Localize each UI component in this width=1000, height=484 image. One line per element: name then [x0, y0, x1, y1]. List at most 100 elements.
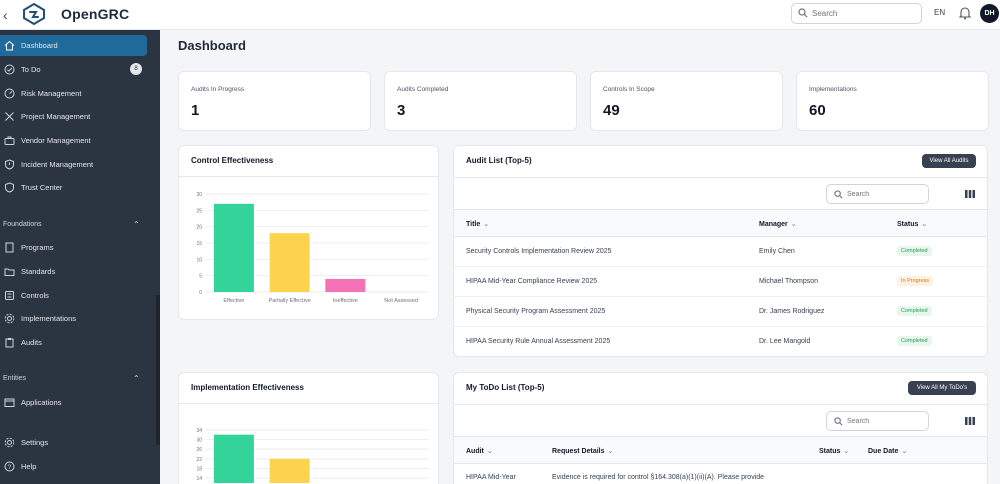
todo-search[interactable] [826, 411, 929, 431]
sidebar-item-controls[interactable]: Controls [0, 285, 150, 306]
sidebar-item-incident-management[interactable]: Incident Management [0, 154, 150, 175]
shield-alert-icon [5, 159, 14, 170]
sidebar-item-applications[interactable]: Applications [0, 392, 150, 413]
chevron-up-icon[interactable]: ⌃ [133, 220, 140, 229]
sidebar-item-programs[interactable]: Programs [0, 237, 150, 258]
sidebar-item-label: Vendor Management [21, 136, 91, 145]
sidebar-item-audits[interactable]: Audits [0, 332, 150, 353]
folder-icon [4, 268, 15, 276]
chevron-down-icon: ⌄ [790, 221, 797, 228]
document-icon [5, 242, 14, 253]
table-row[interactable]: Physical Security Program Assessment 202… [454, 297, 987, 327]
x-tick-label: Not Assessed [384, 298, 418, 304]
global-search[interactable] [791, 3, 922, 24]
bell-icon[interactable] [959, 6, 971, 20]
sidebar-item-todo[interactable]: To Do 8 [0, 59, 150, 80]
divider [454, 404, 987, 405]
columns-icon[interactable] [965, 417, 975, 425]
audit-search-input[interactable] [847, 188, 925, 201]
columns-icon[interactable] [965, 190, 975, 198]
y-tick-label: 20 [196, 225, 202, 231]
window-icon [4, 398, 15, 407]
sidebar-item-trust-center[interactable]: Trust Center [0, 177, 150, 198]
sidebar-item-help[interactable]: ? Help [0, 456, 150, 477]
y-tick-label: 22 [196, 457, 202, 463]
stat-value: 60 [809, 102, 826, 119]
chevron-up-icon[interactable]: ⌃ [133, 374, 140, 383]
sidebar-item-settings[interactable]: Settings [0, 432, 150, 453]
search-icon [834, 417, 843, 426]
check-circle-icon [4, 64, 15, 75]
y-tick-label: 10 [196, 257, 202, 263]
gear-icon [4, 437, 15, 448]
back-icon[interactable]: ‹ [3, 7, 8, 23]
logo-icon [23, 3, 45, 25]
search-icon [834, 190, 843, 199]
table-row[interactable]: HIPAA Mid-Year Evidence is required for … [454, 464, 987, 484]
implementation-effectiveness-chart: 141822263034EffectivePartially Effective [196, 428, 429, 483]
help-icon: ? [4, 461, 15, 472]
shield-icon [5, 182, 14, 193]
chevron-down-icon: ⌄ [483, 221, 490, 228]
audit-manager-cell: Dr. James Rodriguez [759, 308, 825, 315]
stat-value: 1 [191, 102, 200, 119]
todo-count-badge: 8 [130, 63, 142, 75]
stat-card-audits-completed: Audits Completed 3 [384, 71, 577, 131]
y-tick-label: 34 [196, 428, 202, 434]
sidebar-item-implementations[interactable]: Implementations [0, 308, 150, 329]
sidebar-item-label: Dashboard [21, 41, 58, 50]
sidebar-scrollbar[interactable] [156, 295, 160, 445]
sidebar-item-label: Implementations [21, 314, 77, 323]
stat-label: Audits Completed [397, 86, 449, 93]
chart-bar[interactable] [269, 458, 310, 483]
audit-title-cell[interactable]: Security Controls Implementation Review … [466, 248, 612, 255]
sidebar-item-risk-management[interactable]: Risk Management [0, 83, 150, 104]
stat-value: 3 [397, 102, 406, 119]
column-header-request-details[interactable]: Request Details ⌄ [552, 448, 614, 455]
sidebar-item-label: Standards [21, 267, 56, 276]
audit-manager-cell: Emily Chen [759, 248, 795, 255]
todo-search-input[interactable] [847, 415, 925, 428]
avatar[interactable]: DH [980, 4, 999, 23]
chart-bar[interactable] [269, 233, 310, 292]
sidebar-item-dashboard[interactable]: Dashboard [0, 35, 147, 56]
chart-bar[interactable] [213, 434, 254, 483]
todo-details-cell: Evidence is required for control §164.30… [552, 474, 765, 481]
chart-bar[interactable] [325, 278, 366, 292]
y-tick-label: 14 [196, 476, 202, 482]
y-tick-label: 26 [196, 447, 202, 453]
chart-bar[interactable] [213, 203, 254, 292]
card-title: Control Effectiveness [191, 156, 274, 165]
language-switcher[interactable]: EN [934, 8, 946, 17]
y-tick-label: 15 [196, 241, 202, 247]
sidebar-item-project-management[interactable]: Project Management [0, 106, 150, 127]
column-header-title[interactable]: Title ⌄ [466, 221, 490, 228]
audit-title-cell[interactable]: HIPAA Security Rule Annual Assessment 20… [466, 338, 611, 345]
table-row[interactable]: HIPAA Mid-Year Compliance Review 2025 Mic… [454, 267, 987, 297]
audit-title-cell[interactable]: HIPAA Mid-Year Compliance Review 2025 [466, 278, 598, 285]
audit-title-cell[interactable]: Physical Security Program Assessment 202… [466, 308, 606, 315]
y-tick-label: 30 [196, 438, 202, 444]
briefcase-icon [4, 136, 15, 145]
sidebar-item-vendor-management[interactable]: Vendor Management [0, 130, 150, 151]
column-header-manager[interactable]: Manager ⌄ [759, 221, 797, 228]
column-header-status[interactable]: Status ⌄ [819, 448, 850, 455]
column-header-due-date[interactable]: Due Date ⌄ [868, 448, 908, 455]
audit-search[interactable] [826, 184, 929, 204]
chevron-down-icon: ⌄ [486, 448, 493, 455]
view-all-todos-button[interactable]: View All My ToDo's [908, 381, 976, 395]
table-row[interactable]: Security Controls Implementation Review … [454, 237, 987, 267]
global-search-input[interactable] [812, 6, 917, 21]
chevron-down-icon: ⌄ [921, 221, 928, 228]
table-row[interactable]: HIPAA Security Rule Annual Assessment 20… [454, 327, 987, 356]
card-title: My ToDo List (Top-5) [466, 383, 545, 392]
view-all-audits-button[interactable]: View All Audits [922, 154, 976, 168]
sidebar-item-standards[interactable]: Standards [0, 261, 150, 282]
sidebar-item-label: Settings [21, 438, 49, 447]
home-icon [4, 40, 15, 51]
stat-value: 49 [603, 102, 620, 119]
todo-audit-cell: HIPAA Mid-Year [466, 474, 516, 481]
column-header-audit[interactable]: Audit ⌄ [466, 448, 493, 455]
audit-manager-cell: Dr. Lee Mangold [759, 338, 811, 345]
column-header-status[interactable]: Status ⌄ [897, 221, 928, 228]
